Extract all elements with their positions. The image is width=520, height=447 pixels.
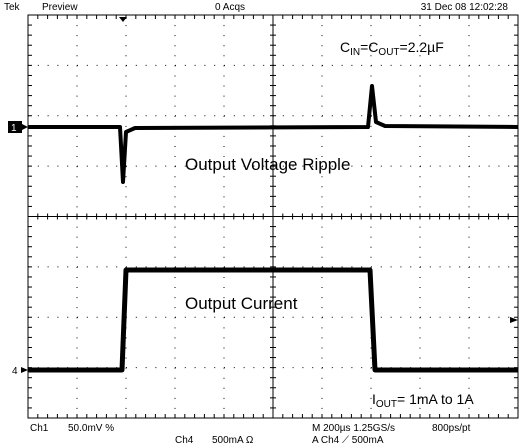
ch1-label: Ch1: [30, 423, 49, 434]
resolution: 800ps/pt: [432, 423, 471, 434]
capacitance-note: CIN=COUT=2.2µF: [340, 39, 444, 58]
ch1-marker: 1: [11, 123, 17, 134]
text: OUT: [378, 47, 399, 58]
timestamp: 31 Dec 08 12:02:28: [421, 2, 509, 13]
text: I: [372, 391, 376, 407]
ch1-arrow: [22, 124, 28, 130]
ch4-label: Ch4: [175, 435, 194, 446]
brand: Tek: [4, 2, 21, 13]
trigger: A Ch4 ⟋ 500mA: [312, 435, 384, 446]
text: OUT: [376, 399, 397, 410]
acquisitions: 0 Acqs: [215, 2, 245, 13]
ch1-scale: 50.0mV %: [68, 423, 114, 434]
load-note: IOUT= 1mA to 1A: [372, 391, 474, 410]
ch4-scale: 500mA Ω: [212, 435, 254, 446]
text: =C: [360, 39, 378, 55]
ch4-arrow: [21, 367, 28, 373]
ch4-trace: [28, 267, 518, 373]
mode: Preview: [42, 2, 78, 13]
voltage-label: Output Voltage Ripple: [185, 155, 350, 174]
current-label: Output Current: [185, 294, 298, 313]
timebase: M 200µs 1.25GS/s: [312, 423, 395, 434]
trigger-position: [119, 17, 127, 22]
ch4-marker: 4: [12, 366, 18, 377]
trigger-level: [510, 317, 518, 323]
text: IN: [350, 47, 360, 58]
text: =2.2µF: [400, 39, 444, 55]
text: = 1mA to 1A: [397, 391, 474, 407]
text: C: [340, 39, 350, 55]
ch1-marker-bg: [8, 121, 22, 133]
ch1-trace: [28, 84, 519, 184]
graticule: [27, 14, 519, 419]
